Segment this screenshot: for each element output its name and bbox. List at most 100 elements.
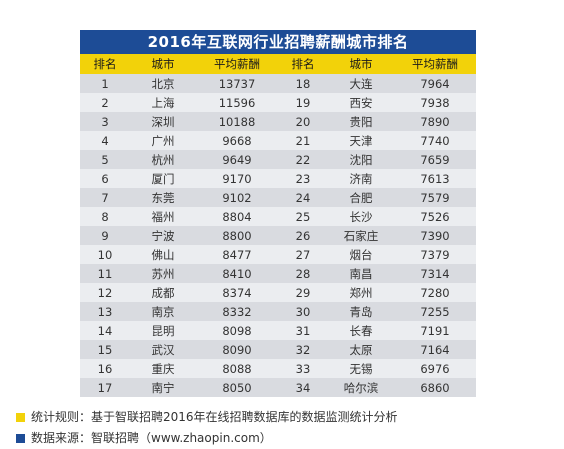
table-cell: 18 bbox=[278, 74, 328, 93]
table-cell: 7280 bbox=[394, 283, 476, 302]
table-cell: 28 bbox=[278, 264, 328, 283]
table-cell: 8090 bbox=[196, 340, 278, 359]
table-cell: 南昌 bbox=[328, 264, 394, 283]
table-title: 2016年互联网行业招聘薪酬城市排名 bbox=[80, 30, 476, 54]
table-cell: 长春 bbox=[328, 321, 394, 340]
table-row: 13 南京 8332 30 青岛 7255 bbox=[80, 302, 476, 321]
table-cell: 8088 bbox=[196, 359, 278, 378]
table-cell: 8050 bbox=[196, 378, 278, 397]
table-row: 17 南宁 8050 34 哈尔滨 6860 bbox=[80, 378, 476, 397]
table-cell: 25 bbox=[278, 207, 328, 226]
column-header: 城市 bbox=[328, 54, 394, 74]
table-cell: 7314 bbox=[394, 264, 476, 283]
table-cell: 西安 bbox=[328, 93, 394, 112]
table-cell: 佛山 bbox=[130, 245, 196, 264]
table-cell: 4 bbox=[80, 131, 130, 150]
table-cell: 8332 bbox=[196, 302, 278, 321]
table-cell: 13 bbox=[80, 302, 130, 321]
table-cell: 24 bbox=[278, 188, 328, 207]
salary-ranking-table-container: 2016年互联网行业招聘薪酬城市排名 排名 城市 平均薪酬 排名 城市 平均薪酬 1 北京 1… bbox=[80, 30, 476, 397]
table-cell: 厦门 bbox=[130, 169, 196, 188]
table-cell: 8804 bbox=[196, 207, 278, 226]
table-cell: 天津 bbox=[328, 131, 394, 150]
table-cell: 福州 bbox=[130, 207, 196, 226]
column-header: 排名 bbox=[80, 54, 130, 74]
table-cell: 17 bbox=[80, 378, 130, 397]
table-cell: 2 bbox=[80, 93, 130, 112]
table-cell: 北京 bbox=[130, 74, 196, 93]
table-row: 2 上海 11596 19 西安 7938 bbox=[80, 93, 476, 112]
table-cell: 33 bbox=[278, 359, 328, 378]
table-cell: 宁波 bbox=[130, 226, 196, 245]
table-cell: 无锡 bbox=[328, 359, 394, 378]
table-cell: 广州 bbox=[130, 131, 196, 150]
table-cell: 20 bbox=[278, 112, 328, 131]
table-cell: 石家庄 bbox=[328, 226, 394, 245]
table-cell: 昆明 bbox=[130, 321, 196, 340]
table-row: 6 厦门 9170 23 济南 7613 bbox=[80, 169, 476, 188]
table-cell: 沈阳 bbox=[328, 150, 394, 169]
table-cell: 7255 bbox=[394, 302, 476, 321]
table-cell: 合肥 bbox=[328, 188, 394, 207]
table-cell: 8098 bbox=[196, 321, 278, 340]
table-cell: 7526 bbox=[394, 207, 476, 226]
table-cell: 7390 bbox=[394, 226, 476, 245]
footnotes: 统计规则：基于智联招聘2016年在线招聘数据库的数据监测统计分析 数据来源：智联… bbox=[16, 407, 398, 449]
table-cell: 31 bbox=[278, 321, 328, 340]
table-cell: 11 bbox=[80, 264, 130, 283]
table-cell: 7 bbox=[80, 188, 130, 207]
table-row: 10 佛山 8477 27 烟台 7379 bbox=[80, 245, 476, 264]
table-cell: 杭州 bbox=[130, 150, 196, 169]
note-source: 数据来源：智联招聘（www.zhaopin.com） bbox=[16, 428, 398, 449]
table-cell: 长沙 bbox=[328, 207, 394, 226]
table-cell: 7659 bbox=[394, 150, 476, 169]
table-cell: 苏州 bbox=[130, 264, 196, 283]
table-cell: 15 bbox=[80, 340, 130, 359]
note-rule-text: 统计规则：基于智联招聘2016年在线招聘数据库的数据监测统计分析 bbox=[31, 410, 398, 424]
table-cell: 太原 bbox=[328, 340, 394, 359]
table-cell: 10 bbox=[80, 245, 130, 264]
table-cell: 22 bbox=[278, 150, 328, 169]
table-row: 9 宁波 8800 26 石家庄 7390 bbox=[80, 226, 476, 245]
table-row: 7 东莞 9102 24 合肥 7579 bbox=[80, 188, 476, 207]
table-cell: 21 bbox=[278, 131, 328, 150]
salary-ranking-table: 排名 城市 平均薪酬 排名 城市 平均薪酬 1 北京 13737 18 大连 7964 2 上海 1159… bbox=[80, 54, 476, 397]
table-cell: 青岛 bbox=[328, 302, 394, 321]
table-cell: 27 bbox=[278, 245, 328, 264]
table-cell: 深圳 bbox=[130, 112, 196, 131]
table-cell: 12 bbox=[80, 283, 130, 302]
table-cell: 重庆 bbox=[130, 359, 196, 378]
table-cell: 7379 bbox=[394, 245, 476, 264]
table-cell: 10188 bbox=[196, 112, 278, 131]
table-cell: 1 bbox=[80, 74, 130, 93]
table-cell: 7890 bbox=[394, 112, 476, 131]
table-cell: 13737 bbox=[196, 74, 278, 93]
table-cell: 9102 bbox=[196, 188, 278, 207]
table-cell: 19 bbox=[278, 93, 328, 112]
table-row: 1 北京 13737 18 大连 7964 bbox=[80, 74, 476, 93]
header-row: 排名 城市 平均薪酬 排名 城市 平均薪酬 bbox=[80, 54, 476, 74]
table-cell: 成都 bbox=[130, 283, 196, 302]
table-cell: 7964 bbox=[394, 74, 476, 93]
table-cell: 8 bbox=[80, 207, 130, 226]
table-cell: 34 bbox=[278, 378, 328, 397]
table-cell: 7613 bbox=[394, 169, 476, 188]
table-row: 16 重庆 8088 33 无锡 6976 bbox=[80, 359, 476, 378]
table-cell: 烟台 bbox=[328, 245, 394, 264]
table-cell: 26 bbox=[278, 226, 328, 245]
table-cell: 14 bbox=[80, 321, 130, 340]
table-cell: 8374 bbox=[196, 283, 278, 302]
table-cell: 8800 bbox=[196, 226, 278, 245]
table-cell: 贵阳 bbox=[328, 112, 394, 131]
table-cell: 哈尔滨 bbox=[328, 378, 394, 397]
table-cell: 7740 bbox=[394, 131, 476, 150]
table-body: 1 北京 13737 18 大连 7964 2 上海 11596 19 西安 7938 3 深圳 10188… bbox=[80, 74, 476, 397]
table-row: 4 广州 9668 21 天津 7740 bbox=[80, 131, 476, 150]
table-row: 3 深圳 10188 20 贵阳 7890 bbox=[80, 112, 476, 131]
table-cell: 6 bbox=[80, 169, 130, 188]
table-cell: 9668 bbox=[196, 131, 278, 150]
table-cell: 7938 bbox=[394, 93, 476, 112]
table-cell: 大连 bbox=[328, 74, 394, 93]
table-cell: 11596 bbox=[196, 93, 278, 112]
table-cell: 南宁 bbox=[130, 378, 196, 397]
